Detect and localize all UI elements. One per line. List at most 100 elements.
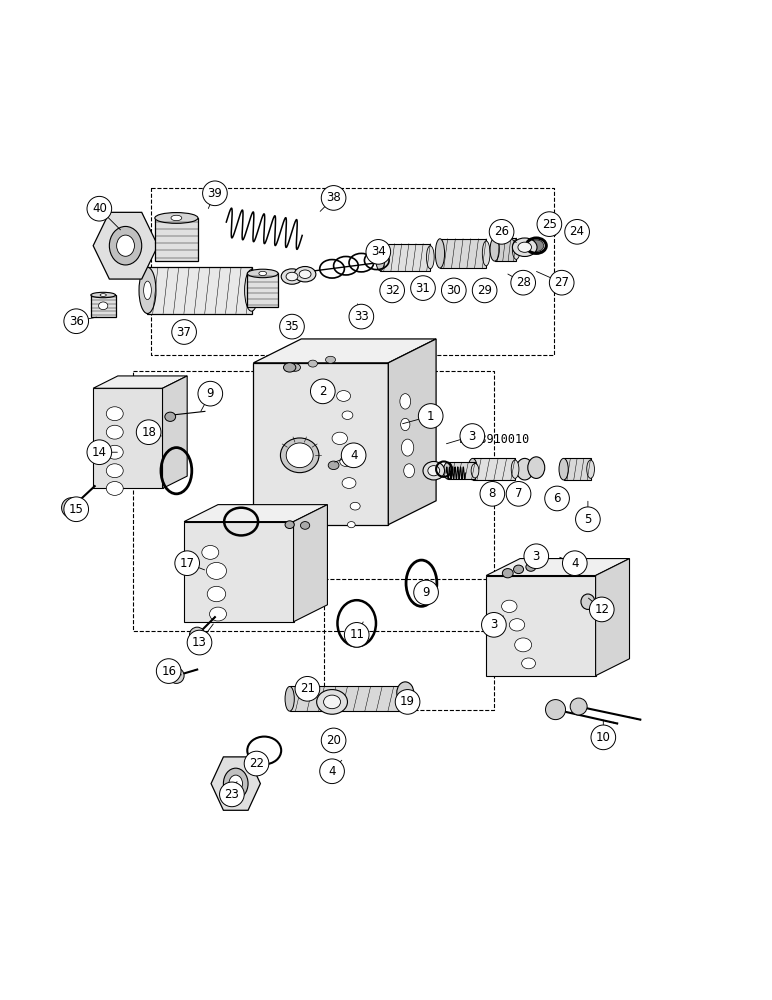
- Circle shape: [591, 725, 615, 750]
- Bar: [440, 239, 486, 268]
- Circle shape: [380, 278, 405, 303]
- Text: 11: 11: [349, 628, 364, 641]
- Text: 39: 39: [208, 187, 222, 200]
- Circle shape: [157, 659, 181, 683]
- Ellipse shape: [107, 482, 124, 495]
- Circle shape: [64, 497, 89, 522]
- Text: 14: 14: [92, 446, 107, 459]
- Text: 28: 28: [516, 276, 530, 289]
- Text: 24: 24: [570, 225, 584, 238]
- Ellipse shape: [294, 267, 316, 282]
- Ellipse shape: [426, 246, 434, 269]
- Text: 33: 33: [354, 310, 369, 323]
- Ellipse shape: [511, 460, 519, 478]
- Polygon shape: [486, 559, 629, 576]
- Ellipse shape: [401, 688, 409, 709]
- Ellipse shape: [259, 271, 266, 276]
- Text: 6: 6: [554, 492, 560, 505]
- Circle shape: [414, 580, 438, 605]
- Bar: [381, 244, 430, 271]
- Text: 9: 9: [422, 586, 430, 599]
- Circle shape: [524, 544, 549, 569]
- Bar: [147, 267, 252, 314]
- Text: 12: 12: [594, 603, 609, 616]
- Text: 3: 3: [490, 618, 498, 631]
- Ellipse shape: [490, 238, 499, 261]
- Text: 25: 25: [542, 218, 557, 231]
- Ellipse shape: [247, 269, 278, 278]
- Bar: [564, 458, 591, 480]
- Ellipse shape: [280, 438, 319, 473]
- Circle shape: [198, 381, 222, 406]
- Ellipse shape: [428, 466, 440, 476]
- Text: 7: 7: [515, 487, 523, 500]
- Ellipse shape: [100, 294, 107, 296]
- Circle shape: [545, 486, 570, 511]
- Ellipse shape: [522, 658, 536, 669]
- Text: 30: 30: [446, 284, 461, 297]
- Bar: [472, 458, 515, 480]
- Ellipse shape: [209, 607, 226, 621]
- Ellipse shape: [342, 411, 353, 419]
- Circle shape: [442, 278, 466, 303]
- Polygon shape: [184, 505, 327, 522]
- Ellipse shape: [117, 235, 134, 256]
- Ellipse shape: [107, 425, 124, 439]
- Polygon shape: [388, 339, 436, 525]
- Bar: [448, 462, 475, 479]
- Text: 37: 37: [177, 326, 191, 339]
- Circle shape: [189, 627, 205, 643]
- Circle shape: [511, 270, 536, 295]
- Circle shape: [202, 181, 227, 206]
- Bar: [91, 295, 116, 317]
- Text: 40: 40: [92, 202, 107, 215]
- Circle shape: [460, 424, 485, 448]
- Ellipse shape: [528, 457, 545, 478]
- Ellipse shape: [229, 775, 242, 792]
- Circle shape: [321, 186, 346, 210]
- Circle shape: [169, 668, 184, 683]
- Ellipse shape: [290, 364, 300, 371]
- Ellipse shape: [107, 464, 124, 478]
- Text: 38: 38: [327, 191, 341, 204]
- Ellipse shape: [308, 360, 317, 367]
- Text: 13: 13: [192, 636, 207, 649]
- Circle shape: [418, 404, 443, 428]
- Ellipse shape: [443, 462, 452, 479]
- Text: 4: 4: [350, 449, 357, 462]
- Ellipse shape: [513, 565, 523, 574]
- Ellipse shape: [587, 460, 594, 478]
- Circle shape: [219, 782, 244, 807]
- Circle shape: [506, 482, 531, 506]
- Ellipse shape: [171, 215, 181, 221]
- Circle shape: [244, 751, 269, 776]
- Text: 3: 3: [469, 430, 476, 443]
- Polygon shape: [184, 522, 293, 622]
- Ellipse shape: [515, 638, 532, 652]
- Text: 34: 34: [371, 245, 386, 258]
- Ellipse shape: [286, 272, 298, 281]
- Ellipse shape: [107, 407, 124, 421]
- Polygon shape: [211, 757, 260, 810]
- Ellipse shape: [139, 267, 156, 314]
- Ellipse shape: [285, 686, 294, 711]
- Ellipse shape: [350, 502, 361, 510]
- Text: 35: 35: [285, 320, 300, 333]
- Text: 36: 36: [69, 315, 83, 328]
- Ellipse shape: [342, 478, 356, 488]
- Ellipse shape: [283, 363, 296, 372]
- Text: 26: 26: [494, 225, 509, 238]
- Polygon shape: [486, 576, 596, 676]
- Ellipse shape: [559, 458, 568, 480]
- Ellipse shape: [435, 239, 445, 268]
- Bar: [290, 686, 405, 711]
- Text: 2: 2: [319, 385, 327, 398]
- Ellipse shape: [401, 418, 410, 431]
- Circle shape: [321, 728, 346, 753]
- Circle shape: [187, 630, 212, 655]
- Circle shape: [550, 270, 574, 295]
- Text: 32: 32: [384, 284, 400, 297]
- Text: 5: 5: [584, 513, 591, 526]
- Circle shape: [366, 240, 391, 264]
- Ellipse shape: [286, 443, 313, 468]
